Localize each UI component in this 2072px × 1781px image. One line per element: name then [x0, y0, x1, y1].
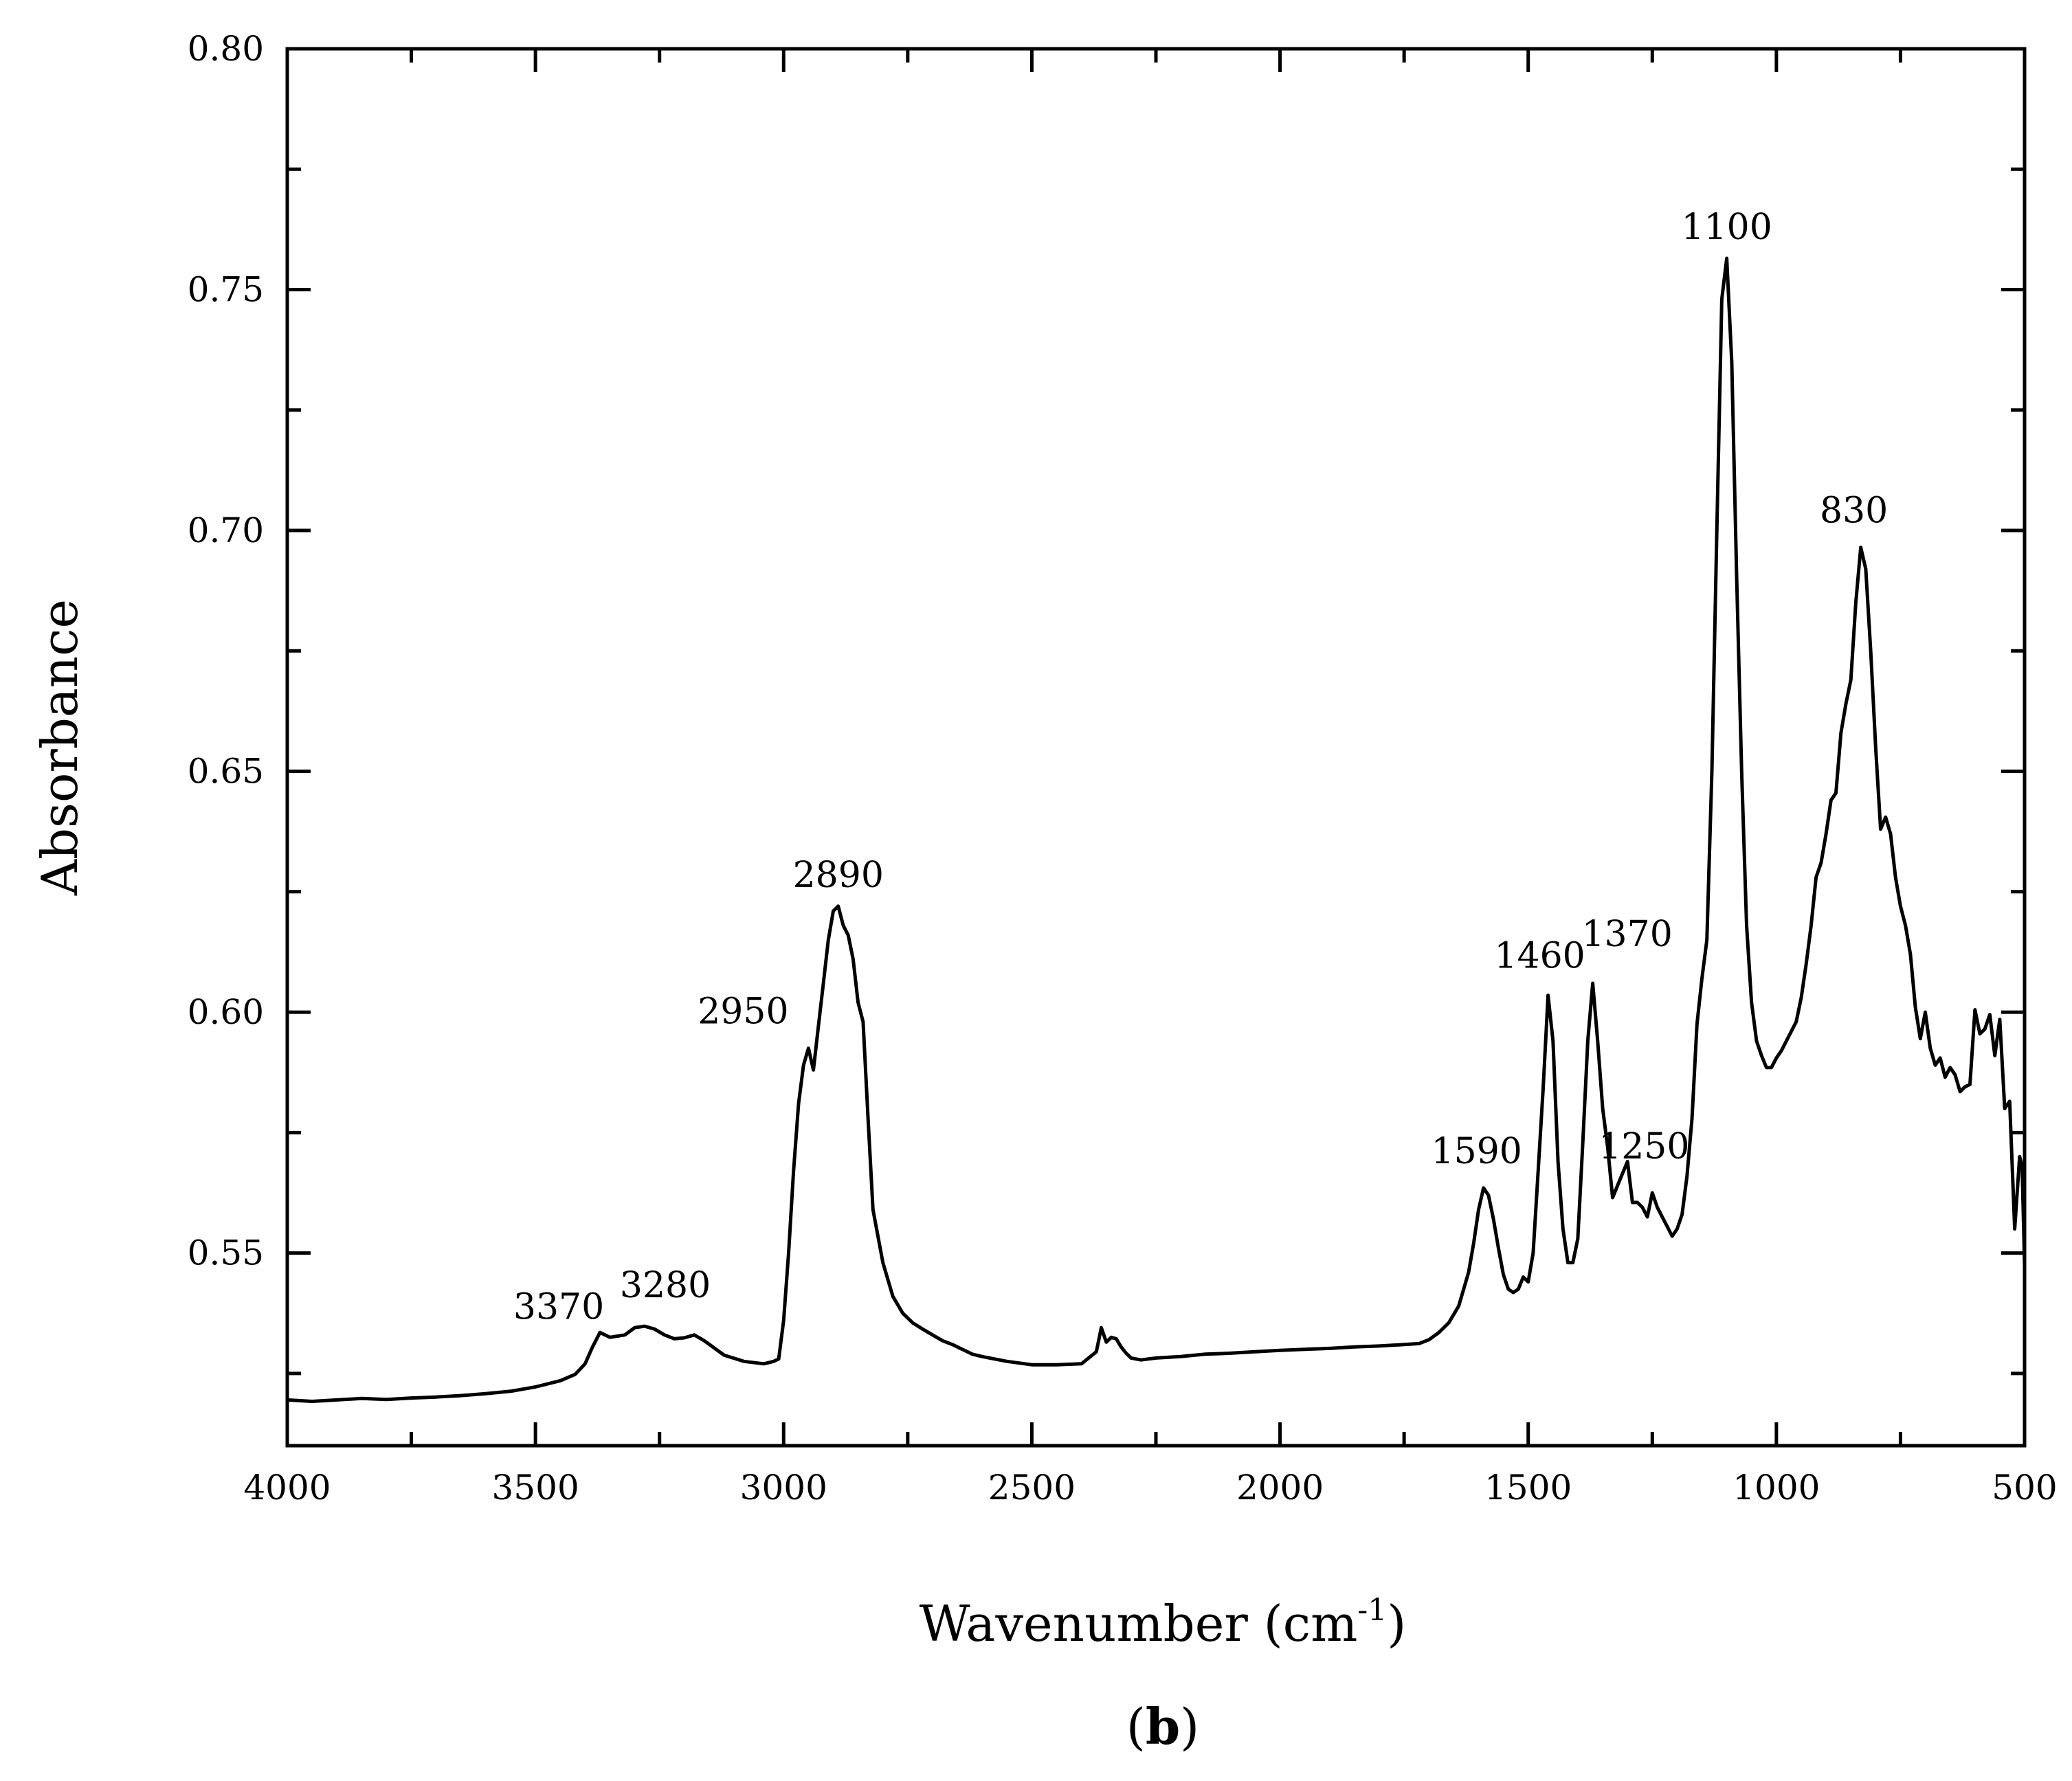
y-tick-label: 0.70	[188, 511, 264, 550]
panel-label-open: (	[1126, 1698, 1146, 1756]
peak-label: 1460	[1494, 936, 1585, 977]
y-tick-label: 0.80	[188, 29, 264, 69]
x-tick-label: 3000	[740, 1468, 827, 1508]
y-tick-label: 0.65	[188, 752, 264, 792]
x-tick-label: 1000	[1733, 1468, 1820, 1508]
y-axis-tick-labels: 0.55 0.60 0.65 0.70 0.75 0.80	[188, 29, 264, 1273]
y-tick-label: 0.55	[188, 1233, 264, 1273]
peak-label: 2890	[793, 855, 884, 896]
panel-label-letter: b	[1146, 1697, 1180, 1756]
peak-label: 3370	[513, 1286, 604, 1328]
absorbance-series-line	[287, 256, 2027, 1403]
peak-label: 1370	[1581, 914, 1672, 955]
x-axis-title-superscript: -1	[1357, 1593, 1387, 1628]
x-axis-title: Wavenumber (cm-1)	[920, 1593, 1407, 1653]
x-tick-label: 500	[1992, 1468, 2057, 1508]
peak-label: 2950	[698, 992, 788, 1033]
y-tick-label: 0.60	[188, 992, 264, 1032]
x-axis-title-close: )	[1387, 1595, 1406, 1653]
panel-label-close: )	[1180, 1698, 1199, 1756]
x-axis-tick-labels: 4000 3500 3000 2500 2000 1500 1000 500	[243, 1468, 2057, 1508]
y-axis-ticks	[287, 47, 2025, 1376]
plot-frame	[285, 47, 2027, 1448]
peak-label: 1250	[1598, 1126, 1689, 1167]
peak-label: 3280	[620, 1265, 711, 1306]
peak-label: 830	[1820, 491, 1888, 532]
peak-label: 1590	[1432, 1131, 1522, 1172]
y-axis-title: Absorbance	[31, 599, 89, 896]
x-tick-label: 3500	[492, 1468, 579, 1508]
x-tick-label: 2500	[988, 1468, 1076, 1508]
peak-label: 1100	[1681, 207, 1772, 248]
x-tick-label: 2000	[1236, 1468, 1324, 1508]
x-tick-label: 4000	[243, 1468, 331, 1508]
y-tick-label: 0.75	[188, 270, 264, 310]
panel-label: (b)	[1126, 1697, 1200, 1756]
x-tick-label: 1500	[1484, 1468, 1572, 1508]
x-axis-title-main: Wavenumber (cm	[920, 1595, 1358, 1653]
x-axis-ticks	[285, 49, 2027, 1446]
